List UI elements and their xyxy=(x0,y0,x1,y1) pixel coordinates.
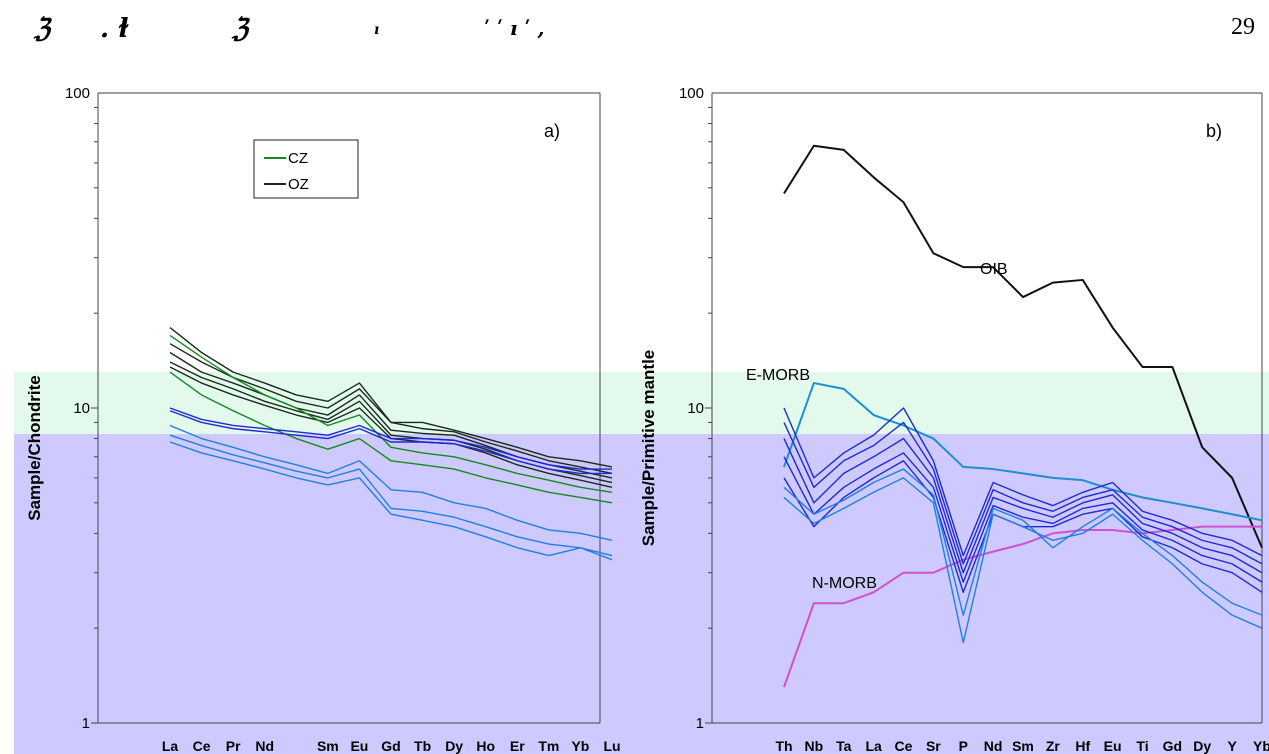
series-line xyxy=(169,441,613,561)
y-tick-label: 1 xyxy=(696,715,704,732)
series-line xyxy=(783,468,1263,616)
series-line xyxy=(169,334,613,493)
x-tick-label: Tm xyxy=(538,738,559,754)
series-line xyxy=(169,371,613,504)
x-tick-label: Sr xyxy=(926,738,941,754)
panel-label: a) xyxy=(544,121,560,141)
x-tick-label: Ce xyxy=(895,738,913,754)
x-tick-label: P xyxy=(959,738,968,754)
overlay-band-violet xyxy=(14,434,1269,754)
series-line xyxy=(783,525,1262,688)
x-tick-label: Eu xyxy=(350,738,368,754)
page-header: ℨ . ɫ ℨ ı ʹ ʹ ı ʹ , 29 xyxy=(0,0,1269,90)
annotation-label: E-MORB xyxy=(746,367,810,384)
y-axis-title: Sample/Chondrite xyxy=(25,375,44,520)
x-tick-label: Tb xyxy=(414,738,431,754)
legend-label: OZ xyxy=(288,176,309,193)
y-tick-label: 1 xyxy=(82,715,90,732)
panel-label: b) xyxy=(1206,121,1222,141)
series-line xyxy=(783,144,1263,549)
x-tick-label: Nd xyxy=(255,738,274,754)
x-tick-label: Nb xyxy=(805,738,824,754)
series-line xyxy=(169,343,613,475)
x-tick-label: Dy xyxy=(1193,738,1211,754)
series-line xyxy=(169,434,613,557)
x-tick-label: Ce xyxy=(193,738,211,754)
x-tick-label: Yb xyxy=(1253,738,1269,754)
x-tick-label: Er xyxy=(510,738,525,754)
series-line xyxy=(169,424,613,542)
series-line xyxy=(169,366,613,489)
annotation-label: OIB xyxy=(980,261,1008,278)
series-line xyxy=(783,407,1263,557)
x-tick-label: Ho xyxy=(476,738,495,754)
y-tick-label: 100 xyxy=(679,85,704,102)
header-glyph-2: . ɫ xyxy=(100,14,129,44)
series-line xyxy=(783,421,1263,565)
series-line xyxy=(169,410,612,475)
series-line xyxy=(783,452,1263,583)
x-tick-label: Gd xyxy=(1163,738,1182,754)
x-tick-label: Nd xyxy=(984,738,1003,754)
series-line xyxy=(783,437,1263,574)
x-tick-label: Sm xyxy=(1012,738,1034,754)
x-tick-label: Ta xyxy=(836,738,852,754)
header-glyph-1: ℨ xyxy=(34,14,51,44)
x-tick-label: Y xyxy=(1227,738,1237,754)
x-tick-label: Eu xyxy=(1104,738,1122,754)
x-tick-label: Pr xyxy=(226,738,241,754)
x-tick-label: Gd xyxy=(381,738,400,754)
header-glyph-3: ℨ xyxy=(232,14,249,44)
legend-box xyxy=(253,139,359,199)
series-line xyxy=(169,407,612,470)
x-tick-label: Yb xyxy=(571,738,589,754)
x-tick-label: Dy xyxy=(445,738,463,754)
chart-panel-b: 1 10 100 Th Nb Ta La Ce Sr P Nd Sm Zr Hf Eu Ti Gd Dy Y Yb b)… xyxy=(639,85,1269,754)
x-tick-label: Zr xyxy=(1046,738,1061,754)
x-tick-label: Lu xyxy=(603,738,620,754)
series-line xyxy=(783,477,1263,644)
series-line xyxy=(169,327,613,468)
y-tick-label: 100 xyxy=(65,85,90,102)
chart-panel-a: 1 10 100 La Ce Pr Nd Sm Eu Gd Tb Dy Ho Er Tm Yb Lu a) Samp… xyxy=(25,85,621,754)
x-tick-label: Sm xyxy=(317,738,339,754)
x-tick-label: Th xyxy=(775,738,792,754)
header-glyph-5: ʹ ʹ ı ʹ , xyxy=(484,16,545,40)
x-tick-label: La xyxy=(162,738,179,754)
series-line xyxy=(783,382,1263,522)
page-number: 29 xyxy=(1231,14,1255,40)
x-tick-label: La xyxy=(865,738,882,754)
header-glyph-4: ı xyxy=(374,22,380,38)
x-tick-label: Ti xyxy=(1136,738,1148,754)
y-tick-label: 10 xyxy=(73,400,90,417)
legend-label: CZ xyxy=(288,150,308,167)
annotation-label: N-MORB xyxy=(812,575,877,592)
y-tick-label: 10 xyxy=(687,400,704,417)
x-tick-label: Hf xyxy=(1075,738,1090,754)
y-axis-title: Sample/Primitive mantle xyxy=(639,350,658,547)
